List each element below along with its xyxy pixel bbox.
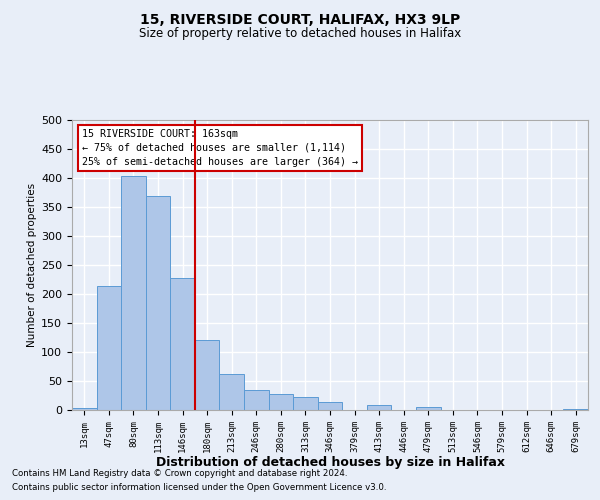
Bar [97,286,121,410]
Bar [318,402,342,410]
Text: Contains public sector information licensed under the Open Government Licence v3: Contains public sector information licen… [12,484,386,492]
Text: Contains HM Land Registry data © Crown copyright and database right 2024.: Contains HM Land Registry data © Crown c… [12,468,347,477]
Bar [293,397,318,410]
Bar [220,374,244,410]
Text: 15 RIVERSIDE COURT: 163sqm
← 75% of detached houses are smaller (1,114)
25% of s: 15 RIVERSIDE COURT: 163sqm ← 75% of deta… [82,128,358,166]
Bar [195,340,220,410]
Bar [121,176,146,410]
Bar [269,394,293,410]
Text: Size of property relative to detached houses in Halifax: Size of property relative to detached ho… [139,28,461,40]
Text: Distribution of detached houses by size in Halifax: Distribution of detached houses by size … [155,456,505,469]
Bar [244,390,269,410]
Text: 15, RIVERSIDE COURT, HALIFAX, HX3 9LP: 15, RIVERSIDE COURT, HALIFAX, HX3 9LP [140,12,460,26]
Bar [146,196,170,410]
Bar [367,406,391,410]
Bar [170,278,195,410]
Y-axis label: Number of detached properties: Number of detached properties [27,183,37,347]
Bar [416,407,440,410]
Bar [72,408,97,410]
